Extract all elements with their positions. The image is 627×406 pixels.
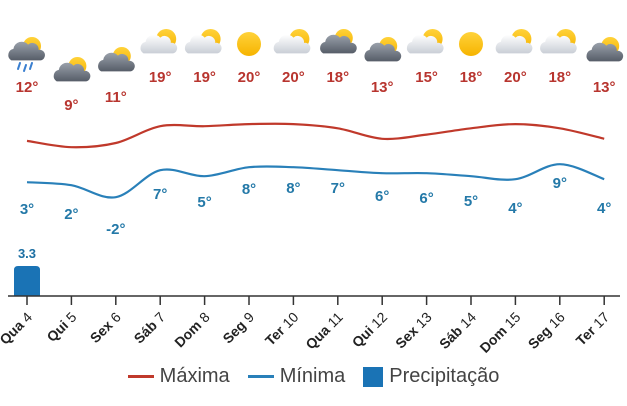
min-temperature-labels: 3° 2° -2° 7° 5° 8° 8° 7° 6° 6° 5° 4° 9° 4° [20, 175, 612, 238]
rain-cloud-sun-icon [8, 37, 46, 72]
min-temp-label: 4° [508, 200, 522, 217]
min-temp-label: 5° [464, 193, 478, 210]
legend-swatch-max [127, 375, 154, 378]
x-axis-day-label: Sáb 7 [131, 309, 169, 347]
rain-drop [23, 64, 27, 72]
cloud-shape [364, 42, 402, 62]
min-temp-label: 8° [242, 181, 256, 198]
max-temp-label: 18° [548, 69, 571, 86]
max-temp-label: 15° [415, 69, 438, 86]
max-temp-label: 18° [326, 69, 349, 86]
cloud-shape [540, 34, 577, 54]
weather-icons [8, 29, 624, 82]
cloud-shape [273, 34, 311, 54]
max-temp-label: 20° [504, 69, 527, 86]
x-axis-day-label: Dom 15 [476, 309, 523, 356]
legend-item-precipitation: Precipitação [363, 365, 499, 388]
precipitation-label: 3.3 [18, 246, 36, 261]
cloudy-icon [320, 29, 357, 54]
x-axis-day-label: Seg 9 [219, 309, 257, 347]
cloud-shape [140, 34, 178, 54]
legend-item-max: Máxima [127, 365, 230, 388]
cloud-shape [8, 41, 46, 61]
x-axis-day-label: Seg 16 [525, 309, 568, 352]
x-axis-day-label: Qua 11 [302, 309, 346, 353]
rain-drop [17, 62, 21, 70]
max-temperature-labels: 12° 9° 11° 19° 19° 20° 20° 18° 13° 15° 18° 20° 18° 13… [16, 69, 616, 114]
partly-cloudy-icon [406, 29, 444, 54]
sun-shape [459, 32, 483, 56]
x-axis-day-label: Sex 6 [87, 309, 124, 346]
max-temp-label: 13° [371, 79, 394, 96]
x-axis-day-label: Qua 4 [0, 309, 35, 348]
max-temp-label: 11° [105, 89, 127, 106]
min-temp-label: 5° [197, 194, 211, 211]
min-temp-label: 8° [286, 180, 300, 197]
max-temperature-line [26, 122, 605, 149]
partly-cloudy-icon [495, 29, 533, 54]
chart-legend: Máxima Mínima Precipitação [0, 365, 627, 388]
max-temp-label: 20° [238, 69, 261, 86]
legend-label-max: Máxima [159, 365, 230, 387]
min-temperature-line [26, 163, 605, 199]
sun-icon [459, 32, 483, 56]
sun-shape [237, 32, 261, 56]
min-temp-label: -2° [106, 221, 125, 238]
max-temp-label: 19° [149, 69, 172, 86]
cloudy-icon [586, 37, 624, 62]
partly-cloudy-icon [140, 29, 178, 54]
min-temp-label: 4° [597, 200, 611, 217]
partly-cloudy-icon [540, 29, 577, 54]
cloudy-icon [364, 37, 402, 62]
max-temp-label: 18° [460, 69, 483, 86]
legend-item-min: Mínima [247, 365, 346, 388]
precipitation-bars: 3.3 [14, 246, 40, 296]
min-temp-label: 9° [553, 175, 567, 192]
precipitation-bar [14, 265, 40, 296]
x-axis-ticks [26, 296, 605, 305]
max-temp-label: 9° [64, 97, 78, 114]
rain-drop [29, 62, 33, 70]
sun-icon [237, 32, 261, 56]
legend-swatch-min [247, 375, 274, 378]
x-axis-day-label: Dom 8 [171, 309, 213, 351]
cloud-shape [320, 34, 357, 54]
min-temp-label: 7° [331, 180, 345, 197]
x-axis-day-label: Qui 5 [43, 309, 79, 345]
min-temp-label: 6° [375, 188, 389, 205]
cloud-shape [98, 52, 135, 72]
cloud-shape [586, 42, 624, 62]
legend-label-min: Mínima [279, 365, 346, 387]
x-axis-day-label: Sáb 14 [436, 309, 479, 352]
legend-swatch-precipitation [363, 366, 384, 387]
max-temp-label: 13° [593, 79, 616, 96]
min-temp-label: 6° [419, 190, 433, 207]
min-temp-label: 2° [64, 206, 78, 223]
cloud-shape [184, 34, 222, 54]
cloud-shape [495, 34, 533, 54]
legend-label-precipitation: Precipitação [389, 365, 500, 387]
max-temp-label: 20° [282, 69, 305, 86]
max-temp-label: 19° [193, 69, 216, 86]
partly-cloudy-icon [273, 29, 311, 54]
cloud-shape [406, 34, 444, 54]
x-axis-day-label: Sex 13 [392, 309, 435, 352]
x-axis-day-label: Ter 10 [262, 309, 302, 349]
max-temp-label: 12° [16, 79, 39, 96]
min-temp-label: 7° [153, 186, 167, 203]
cloudy-icon [98, 47, 135, 72]
x-axis-day-label: Qui 12 [349, 309, 391, 351]
min-temp-label: 3° [20, 201, 34, 218]
cloud-shape [53, 62, 91, 82]
partly-cloudy-icon [184, 29, 222, 54]
x-axis-day-label: Ter 17 [573, 309, 613, 349]
cloudy-icon [53, 57, 91, 82]
